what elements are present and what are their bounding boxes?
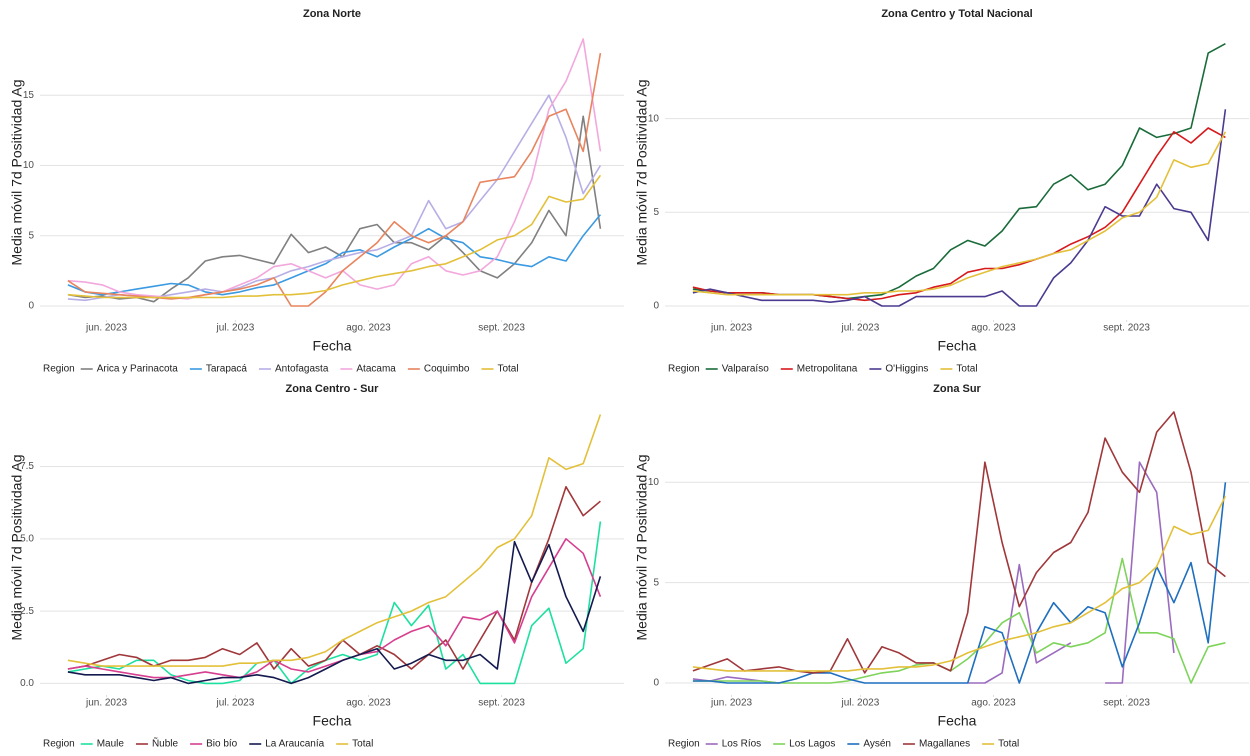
legend-label: Total [956, 364, 977, 375]
series-line [67, 540, 602, 685]
y-tick-label: 0 [653, 678, 659, 689]
y-tick-label: 7.5 [20, 461, 34, 472]
x-tick-label: ago. 2023 [971, 698, 1016, 709]
legend-label: Total [998, 739, 1019, 750]
legend-label: La Araucanía [265, 739, 324, 750]
y-tick-label: 0 [653, 301, 659, 312]
legend-title: Region [43, 364, 75, 375]
series-line [692, 495, 1227, 672]
x-tick-label: jun. 2023 [710, 323, 753, 334]
series-line [692, 127, 1226, 302]
legend-title: Region [668, 364, 700, 375]
x-axis-title: Fecha [313, 713, 352, 729]
legend-label: Ñuble [152, 737, 179, 750]
y-tick-label: 0.0 [20, 678, 34, 689]
chart-title: Zona Sur [933, 383, 981, 395]
series-line [692, 461, 1175, 684]
x-axis-title: Fecha [938, 713, 977, 729]
y-tick-label: 15 [23, 90, 35, 101]
x-tick-label: jun. 2023 [85, 698, 128, 709]
legend-title: Region [43, 739, 75, 750]
y-axis-title: Media móvil 7d Positividad Ag [9, 80, 25, 266]
y-axis-title: Media móvil 7d Positividad Ag [9, 455, 25, 641]
legend-label: Total [497, 364, 518, 375]
chart-title: Zona Norte [303, 8, 361, 20]
x-tick-label: sept. 2023 [478, 698, 525, 709]
x-tick-label: ago. 2023 [346, 698, 391, 709]
legend-label: Magallanes [919, 739, 970, 750]
legend-label: Valparaíso [722, 364, 770, 375]
x-tick-label: ago. 2023 [971, 323, 1016, 334]
x-tick-label: sept. 2023 [1103, 323, 1150, 334]
legend-label: Los Lagos [789, 739, 835, 750]
x-tick-label: ago. 2023 [346, 323, 391, 334]
legend-label: Maule [97, 739, 125, 750]
legend-title: Region [668, 739, 700, 750]
series-line [67, 115, 602, 303]
chart-title: Zona Centro y Total Nacional [881, 8, 1032, 20]
y-axis-title: Media móvil 7d Positividad Ag [634, 455, 650, 641]
y-tick-label: 10 [648, 477, 660, 488]
y-tick-label: 10 [23, 160, 35, 171]
y-tick-label: 5.0 [20, 533, 34, 544]
series-line [67, 538, 602, 679]
x-axis-title: Fecha [313, 338, 352, 354]
y-tick-label: 5 [653, 577, 659, 588]
y-axis-title: Media móvil 7d Positividad Ag [634, 80, 650, 266]
legend-label: Total [352, 739, 373, 750]
legend-label: Los Ríos [722, 739, 761, 750]
legend-label: Antofagasta [275, 364, 329, 375]
x-tick-label: jul. 2023 [215, 698, 254, 709]
legend-label: Tarapacá [206, 364, 248, 375]
series-line [67, 486, 601, 670]
series-line [692, 109, 1227, 307]
chart-title: Zona Centro - Sur [286, 383, 380, 395]
y-tick-label: 10 [648, 113, 660, 124]
y-tick-label: 5 [653, 207, 659, 218]
x-tick-label: jul. 2023 [840, 698, 879, 709]
series-line [692, 42, 1226, 300]
series-line [67, 174, 602, 299]
legend-label: Atacama [356, 364, 396, 375]
series-line [692, 411, 1226, 674]
x-axis-title: Fecha [938, 338, 977, 354]
series-line [67, 521, 602, 685]
x-tick-label: jun. 2023 [710, 698, 753, 709]
x-tick-label: jul. 2023 [215, 323, 254, 334]
y-tick-label: 5 [28, 230, 34, 241]
series-line [692, 482, 1227, 684]
x-tick-label: jul. 2023 [840, 323, 879, 334]
series-line [67, 214, 602, 296]
series-line [67, 414, 602, 667]
x-tick-label: jun. 2023 [85, 323, 128, 334]
legend-label: Aysén [863, 739, 891, 750]
legend-label: O'Higgins [885, 364, 928, 375]
legend-label: Coquimbo [424, 364, 470, 375]
x-tick-label: sept. 2023 [1103, 698, 1150, 709]
series-line [67, 94, 602, 302]
legend-label: Bio bío [206, 739, 238, 750]
series-line [67, 52, 602, 307]
series-line [692, 131, 1227, 296]
y-tick-label: 0 [28, 301, 34, 312]
series-line [67, 38, 602, 300]
legend-label: Arica y Parinacota [97, 364, 179, 375]
x-tick-label: sept. 2023 [478, 323, 525, 334]
y-tick-label: 2.5 [20, 606, 34, 617]
legend-label: Metropolitana [797, 364, 858, 375]
